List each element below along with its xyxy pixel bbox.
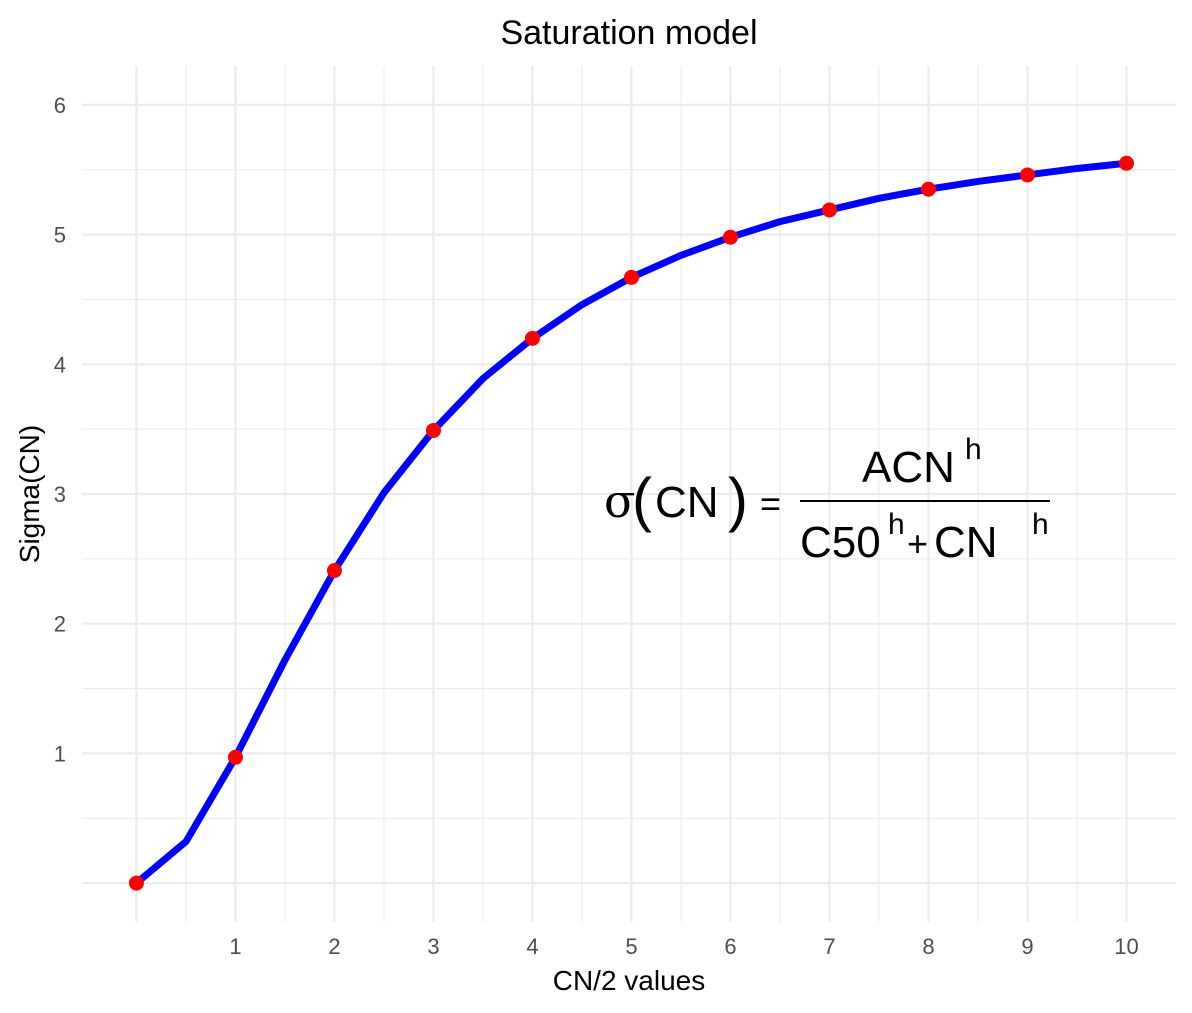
data-point <box>920 181 936 197</box>
equation-denominator-second: CN <box>934 518 998 567</box>
data-point <box>524 330 540 346</box>
chart-title: Saturation model <box>500 14 757 52</box>
equation-annotation: σ ( CN ) = ACN h C50 h + CN h <box>604 433 1050 567</box>
data-point <box>128 875 144 891</box>
series-layer <box>128 155 1134 891</box>
x-tick-label: 9 <box>1021 934 1033 959</box>
tick-labels: 1 2 3 4 5 6 7 8 9 10 1 2 3 4 5 6 <box>54 93 1139 959</box>
y-tick-label: 6 <box>54 93 66 118</box>
data-point <box>1118 155 1134 171</box>
y-tick-label: 1 <box>54 741 66 766</box>
y-tick-label: 2 <box>54 612 66 637</box>
x-tick-label: 2 <box>328 934 340 959</box>
y-tick-label: 3 <box>54 482 66 507</box>
data-point <box>623 269 639 285</box>
y-axis-title: Sigma(CN) <box>14 425 45 563</box>
equation-close-paren: ) <box>728 466 748 533</box>
x-tick-label: 6 <box>724 934 736 959</box>
equation-equals: = <box>760 483 781 524</box>
equation-lhs-arg: CN <box>655 478 719 527</box>
equation-sigma: σ <box>604 474 635 528</box>
x-tick-label: 10 <box>1114 934 1138 959</box>
equation-numerator-base: ACN <box>862 443 955 492</box>
equation-open-paren: ( <box>632 466 652 533</box>
equation-plus: + <box>907 523 928 564</box>
data-point <box>1019 167 1035 183</box>
data-point <box>227 749 243 765</box>
major-gridlines <box>82 66 1176 922</box>
y-tick-label: 4 <box>54 352 66 377</box>
equation-denominator-first: C50 <box>800 518 881 567</box>
equation-numerator-exponent: h <box>965 433 982 466</box>
y-tick-label: 5 <box>54 223 66 248</box>
x-tick-label: 5 <box>625 934 637 959</box>
equation-denominator-first-exponent: h <box>888 508 905 541</box>
data-point <box>722 229 738 245</box>
x-axis-title: CN/2 values <box>553 965 706 996</box>
x-tick-label: 4 <box>526 934 538 959</box>
equation-denominator-second-exponent: h <box>1032 508 1049 541</box>
data-point <box>425 422 441 438</box>
x-tick-label: 3 <box>427 934 439 959</box>
x-tick-label: 7 <box>823 934 835 959</box>
x-tick-label: 1 <box>229 934 241 959</box>
x-tick-label: 8 <box>922 934 934 959</box>
data-point <box>821 202 837 218</box>
data-point <box>326 563 342 579</box>
